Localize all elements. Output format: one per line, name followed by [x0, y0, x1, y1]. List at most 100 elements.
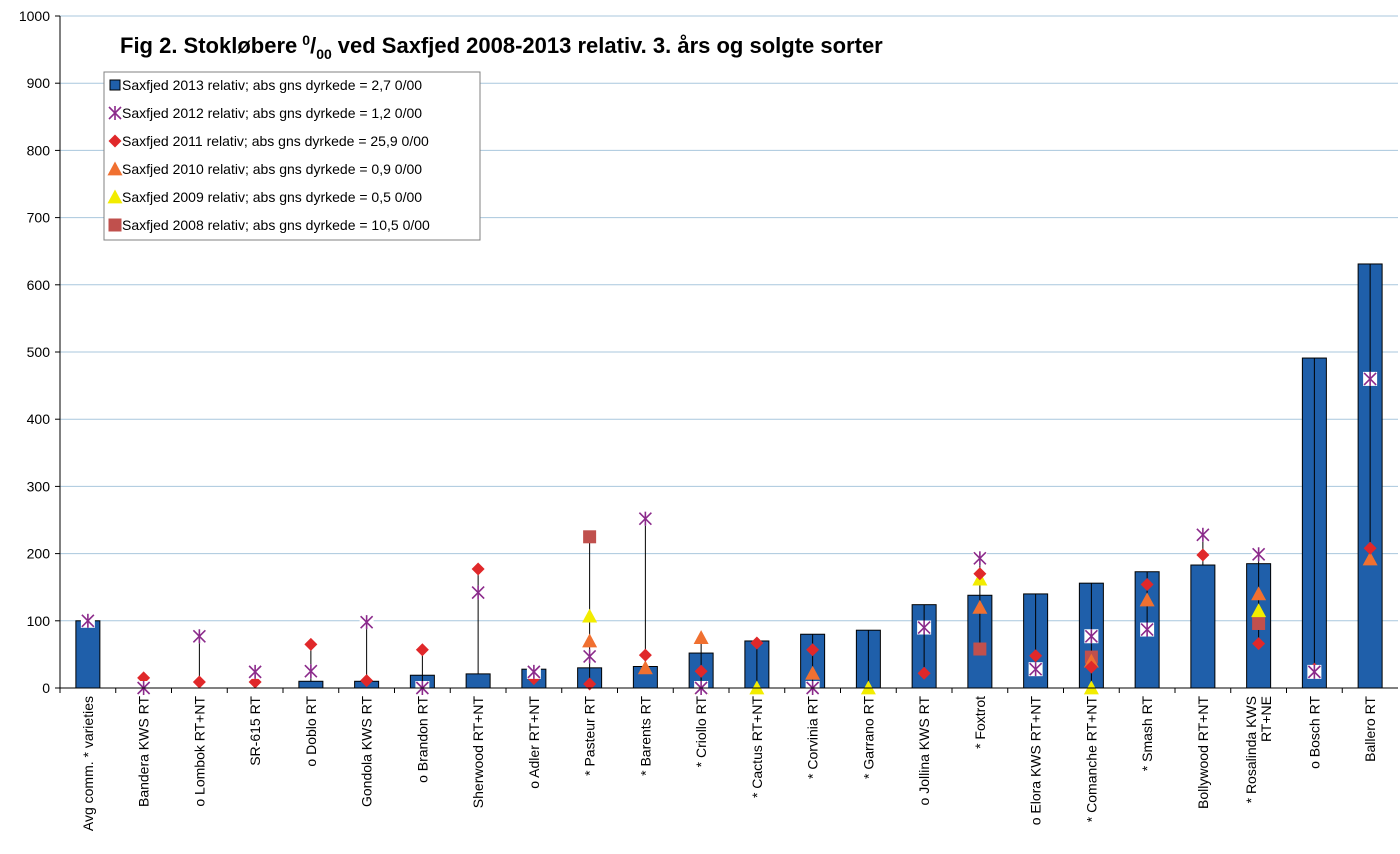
data-point [638, 511, 653, 526]
data-point [582, 649, 597, 664]
y-tick-label: 500 [27, 344, 51, 360]
bar [298, 680, 324, 689]
data-point [192, 629, 207, 644]
bar [465, 673, 491, 689]
data-point [749, 680, 765, 695]
x-category-label: * Pasteur RT [582, 696, 598, 776]
data-point [693, 630, 709, 644]
data-point [1083, 653, 1099, 668]
marker-series [80, 371, 1378, 695]
data-point [526, 664, 541, 679]
x-category-label: * Rosalinda KWS [1243, 696, 1259, 803]
legend-entry: Saxfjed 2008 relativ; abs gns dyrkede = … [122, 217, 430, 233]
data-point [1251, 586, 1267, 601]
data-point [694, 664, 708, 678]
data-point [304, 637, 318, 651]
x-category-label: * Garrano RT [860, 696, 876, 779]
title-rest: ved Saxfjed 2008-2013 relativ. 3. års og… [338, 33, 883, 58]
data-point [359, 615, 374, 630]
legend-marker [108, 134, 122, 148]
x-category-label: Bollywood RT+NT [1195, 696, 1211, 809]
x-category-label: Avg comm. * varieties [80, 696, 96, 831]
chart-title: Fig 2. Stokløbere 0/00 ved Saxfjed 2008-20… [120, 32, 883, 62]
x-category-label: * Comanche RT+NT [1083, 696, 1099, 823]
data-point [917, 620, 932, 635]
data-point [582, 608, 598, 623]
legend-box [103, 71, 481, 241]
data-point [917, 666, 931, 680]
data-point [973, 642, 987, 656]
data-point [1363, 541, 1377, 555]
legend-marker [109, 79, 121, 91]
legend-marker [108, 218, 122, 232]
data-point [1362, 551, 1378, 566]
data-point [471, 562, 485, 576]
data-point [1084, 629, 1099, 644]
data-point [1196, 548, 1210, 562]
data-point [973, 567, 987, 581]
x-axis-labels: Avg comm. * varieties Bandera KWS RT o Lom… [59, 688, 1378, 831]
x-category-label: * Smash RT [1139, 696, 1155, 772]
y-axis-ticks: 0 100 200 300 400 500 600 700 800 900 1000 [19, 8, 60, 696]
y-tick-label: 1000 [19, 8, 50, 24]
data-point [192, 675, 206, 689]
data-point [1029, 649, 1043, 663]
data-point [1252, 637, 1266, 651]
data-point [750, 636, 764, 650]
legend: Saxfjed 2013 relativ; abs gns dyrkede = … [103, 71, 481, 241]
data-point [1363, 371, 1378, 386]
x-category-label: Sherwood RT+NT [470, 696, 486, 809]
data-point [860, 680, 876, 695]
title-main: Fig 2. Stokløbere [120, 33, 297, 58]
data-point [1140, 578, 1154, 592]
y-tick-label: 0 [42, 680, 50, 696]
title-subscript: 00 [316, 46, 332, 62]
x-category-label: o Bosch RT [1306, 696, 1322, 769]
title-superscript: 0 [302, 32, 310, 48]
data-point [80, 613, 95, 628]
data-point [1251, 603, 1267, 618]
data-point [806, 643, 820, 657]
y-tick-label: 200 [27, 546, 51, 562]
data-point [1139, 592, 1155, 607]
x-category-label: o Doblo RT [303, 696, 319, 767]
legend-entry: Saxfjed 2009 relativ; abs gns dyrkede = … [122, 189, 422, 205]
legend-entry: Saxfjed 2010 relativ; abs gns dyrkede = … [122, 161, 422, 177]
x-category-label: * Barents RT [637, 696, 653, 776]
x-category-label: Bandera KWS RT [136, 696, 152, 807]
y-tick-label: 900 [27, 75, 51, 91]
x-category-label: Gondola KWS RT [359, 696, 375, 807]
data-point [415, 643, 429, 657]
bar [75, 620, 101, 689]
legend-entry: Saxfjed 2012 relativ; abs gns dyrkede = … [122, 105, 422, 121]
data-point [1083, 680, 1099, 695]
x-category-label: o Adler RT+NT [526, 696, 542, 789]
data-point [583, 677, 597, 691]
y-tick-label: 600 [27, 277, 51, 293]
data-point [805, 665, 821, 680]
data-point [1140, 622, 1155, 637]
data-point [582, 633, 598, 648]
data-point [583, 530, 597, 544]
data-point [638, 648, 652, 662]
x-category-label: * Corvinia RT [805, 696, 821, 779]
x-category-label: o Brandon RT [414, 696, 430, 783]
x-category-label: Ballero RT [1362, 696, 1378, 762]
x-category-label: SR-615 RT [247, 696, 263, 766]
x-category-label: o Elora KWS RT+NT [1028, 696, 1044, 826]
legend-marker [108, 106, 122, 120]
x-category-label: * Criollo RT [693, 696, 709, 768]
data-point [1195, 527, 1210, 542]
data-point [1252, 616, 1266, 630]
title-slash: / [310, 33, 316, 58]
y-tick-label: 100 [27, 613, 51, 629]
x-category-label: * Foxtrot [972, 696, 988, 749]
data-point [972, 599, 988, 614]
legend-entry: Saxfjed 2013 relativ; abs gns dyrkede = … [122, 77, 422, 93]
x-category-label: o Lombok RT+NT [191, 696, 207, 807]
legend-marker [107, 161, 123, 176]
data-point [360, 674, 374, 688]
x-category-label: RT+NE [1258, 696, 1274, 742]
legend-marker [107, 189, 123, 204]
